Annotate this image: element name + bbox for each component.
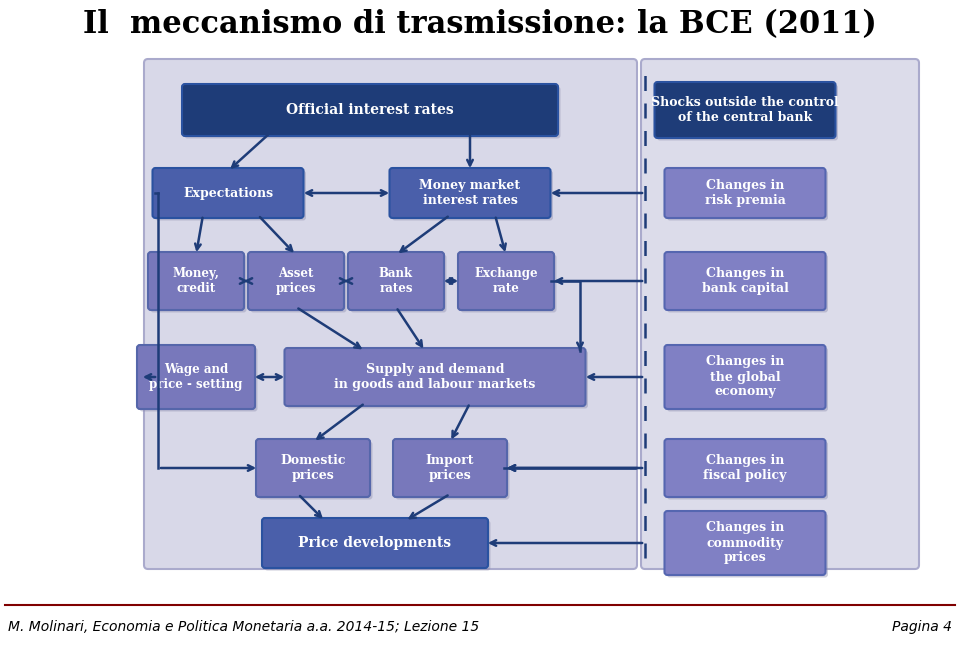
FancyBboxPatch shape [667, 170, 828, 221]
Text: Changes in
fiscal policy: Changes in fiscal policy [704, 454, 786, 482]
Text: Official interest rates: Official interest rates [286, 103, 454, 117]
Text: Domestic
prices: Domestic prices [280, 454, 346, 482]
FancyBboxPatch shape [667, 255, 828, 313]
Text: Il  meccanismo di trasmissione: la BCE (2011): Il meccanismo di trasmissione: la BCE (2… [84, 10, 876, 40]
Text: Changes in
the global
economy: Changes in the global economy [706, 355, 784, 398]
Text: Supply and demand
in goods and labour markets: Supply and demand in goods and labour ma… [334, 363, 536, 391]
Text: Exchange
rate: Exchange rate [474, 267, 538, 295]
FancyBboxPatch shape [256, 439, 370, 497]
FancyBboxPatch shape [390, 168, 550, 218]
Text: Money,
credit: Money, credit [173, 267, 220, 295]
Text: Changes in
risk premia: Changes in risk premia [705, 179, 785, 207]
Text: Money market
interest rates: Money market interest rates [420, 179, 520, 207]
FancyBboxPatch shape [184, 86, 561, 138]
FancyBboxPatch shape [667, 513, 828, 577]
FancyBboxPatch shape [461, 255, 557, 313]
Text: Shocks outside the control
of the central bank: Shocks outside the control of the centra… [651, 96, 839, 124]
FancyBboxPatch shape [155, 170, 306, 221]
Text: Bank
rates: Bank rates [379, 267, 413, 295]
FancyBboxPatch shape [265, 520, 491, 571]
FancyBboxPatch shape [248, 252, 344, 310]
FancyBboxPatch shape [139, 347, 257, 411]
FancyBboxPatch shape [182, 84, 558, 136]
FancyBboxPatch shape [667, 441, 828, 500]
Text: M. Molinari, Economia e Politica Monetaria a.a. 2014-15; Lezione 15: M. Molinari, Economia e Politica Monetar… [8, 620, 479, 634]
Text: Wage and
price - setting: Wage and price - setting [150, 363, 243, 391]
FancyBboxPatch shape [458, 252, 554, 310]
FancyBboxPatch shape [392, 170, 553, 221]
FancyBboxPatch shape [251, 255, 347, 313]
Text: Changes in
commodity
prices: Changes in commodity prices [706, 522, 784, 564]
FancyBboxPatch shape [393, 439, 507, 497]
FancyBboxPatch shape [137, 345, 255, 409]
Text: Changes in
bank capital: Changes in bank capital [702, 267, 788, 295]
FancyBboxPatch shape [148, 252, 244, 310]
FancyBboxPatch shape [664, 345, 826, 409]
FancyBboxPatch shape [258, 441, 372, 500]
FancyBboxPatch shape [655, 82, 835, 138]
FancyBboxPatch shape [641, 59, 919, 569]
FancyBboxPatch shape [153, 168, 303, 218]
Text: Import
prices: Import prices [425, 454, 474, 482]
FancyBboxPatch shape [664, 511, 826, 575]
FancyBboxPatch shape [284, 348, 586, 406]
FancyBboxPatch shape [664, 168, 826, 218]
FancyBboxPatch shape [664, 439, 826, 497]
FancyBboxPatch shape [262, 518, 488, 568]
FancyBboxPatch shape [657, 84, 838, 140]
FancyBboxPatch shape [667, 347, 828, 411]
FancyBboxPatch shape [144, 59, 637, 569]
Text: Pagina 4: Pagina 4 [892, 620, 952, 634]
FancyBboxPatch shape [151, 255, 247, 313]
FancyBboxPatch shape [348, 252, 444, 310]
Text: Expectations: Expectations [183, 187, 273, 200]
FancyBboxPatch shape [396, 441, 510, 500]
Text: Price developments: Price developments [299, 536, 451, 550]
FancyBboxPatch shape [287, 351, 588, 409]
FancyBboxPatch shape [350, 255, 446, 313]
FancyBboxPatch shape [664, 252, 826, 310]
Text: Asset
prices: Asset prices [276, 267, 316, 295]
